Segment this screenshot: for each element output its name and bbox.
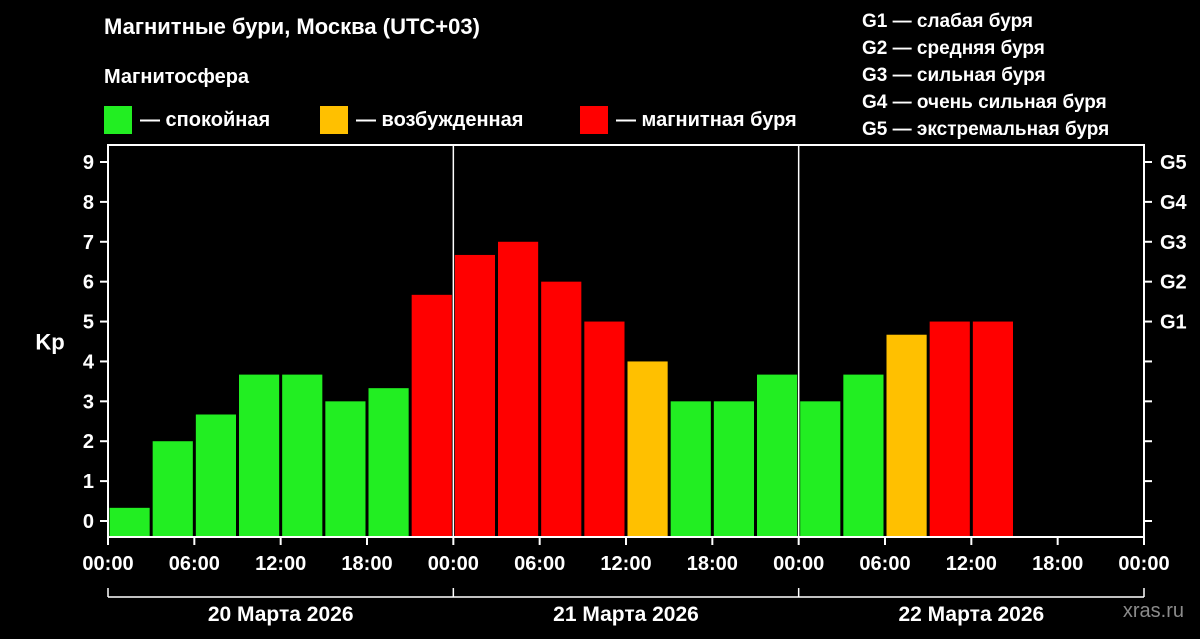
bar-8 xyxy=(454,254,495,538)
y-tick-label-8: 8 xyxy=(83,192,94,214)
legend-swatch-active xyxy=(320,106,348,134)
bar-4 xyxy=(282,374,323,537)
y-tick-label-9: 9 xyxy=(83,152,94,174)
bar-20 xyxy=(972,321,1013,537)
legend-item-quiet: — спокойная xyxy=(104,106,270,134)
x-tick-label-4: 00:00 xyxy=(428,553,479,575)
legend-swatch-storm xyxy=(580,106,608,134)
day-label-2: 22 Марта 2026 xyxy=(898,603,1044,626)
bar-19 xyxy=(929,321,970,537)
x-tick-label-3: 18:00 xyxy=(341,553,392,575)
legend-swatch-quiet xyxy=(104,106,132,134)
watermark: xras.ru xyxy=(1122,600,1184,622)
chart-subtitle: Магнитосфера xyxy=(104,66,250,88)
x-tick-label-6: 12:00 xyxy=(600,553,651,575)
x-tick-label-11: 18:00 xyxy=(1032,553,1083,575)
day-label-1: 21 Марта 2026 xyxy=(553,603,699,626)
legend-label-active: — возбужденная xyxy=(356,108,524,131)
chart-title: Магнитные бури, Москва (UTC+03) xyxy=(104,14,480,39)
g-legend-g1: G1 — слабая буря xyxy=(862,11,1034,32)
bar-0 xyxy=(109,507,150,537)
legend-item-active: — возбужденная xyxy=(320,106,523,134)
x-tick-label-7: 18:00 xyxy=(687,553,738,575)
bar-18 xyxy=(886,334,927,537)
bar-3 xyxy=(239,374,280,537)
y-tick-label-1: 1 xyxy=(83,471,94,493)
x-tick-label-1: 06:00 xyxy=(169,553,220,575)
bar-11 xyxy=(584,321,625,537)
y-tick-label-2: 2 xyxy=(83,431,94,453)
bar-12 xyxy=(627,361,668,537)
y-axis-label: Kp xyxy=(35,330,64,355)
bar-16 xyxy=(800,401,841,537)
g-legend-g5: G5 — экстремальная буря xyxy=(862,119,1110,140)
x-tick-label-9: 06:00 xyxy=(859,553,910,575)
g-axis-label-g5: G5 xyxy=(1160,152,1187,174)
g-legend-g2: G2 — средняя буря xyxy=(862,38,1045,59)
x-tick-label-2: 12:00 xyxy=(255,553,306,575)
x-tick-label-0: 00:00 xyxy=(82,553,133,575)
x-tick-label-8: 00:00 xyxy=(773,553,824,575)
bar-6 xyxy=(368,388,409,537)
bar-14 xyxy=(713,401,754,537)
legend-label-quiet: — спокойная xyxy=(140,108,271,131)
legend-item-storm: — магнитная буря xyxy=(580,106,797,134)
x-tick-label-5: 06:00 xyxy=(514,553,565,575)
g-legend-g3: G3 — сильная буря xyxy=(862,65,1046,86)
y-tick-label-4: 4 xyxy=(83,351,95,373)
y-tick-label-0: 0 xyxy=(83,511,94,533)
bar-7 xyxy=(411,294,452,537)
g-axis-label-g1: G1 xyxy=(1160,312,1187,334)
bar-9 xyxy=(498,241,539,537)
g-axis-label-g4: G4 xyxy=(1160,192,1188,214)
y-tick-label-5: 5 xyxy=(83,312,94,334)
day-label-0: 20 Марта 2026 xyxy=(208,603,354,626)
bar-13 xyxy=(670,401,711,537)
y-tick-label-7: 7 xyxy=(83,232,94,254)
bar-10 xyxy=(541,281,582,537)
legend-label-storm: — магнитная буря xyxy=(616,108,797,131)
y-tick-label-3: 3 xyxy=(83,391,94,413)
g-axis-label-g2: G2 xyxy=(1160,272,1187,294)
bar-2 xyxy=(195,414,236,537)
x-tick-label-12: 00:00 xyxy=(1118,553,1169,575)
bar-17 xyxy=(843,374,884,537)
bar-1 xyxy=(152,441,193,537)
y-tick-label-6: 6 xyxy=(83,272,94,294)
bar-5 xyxy=(325,401,366,537)
g-scale-legend: G1 — слабая буря G2 — средняя буря G3 — … xyxy=(862,8,1109,143)
bar-15 xyxy=(757,374,798,537)
g-legend-g4: G4 — очень сильная буря xyxy=(862,92,1107,113)
g-axis-label-g3: G3 xyxy=(1160,232,1187,254)
x-tick-label-10: 12:00 xyxy=(946,553,997,575)
